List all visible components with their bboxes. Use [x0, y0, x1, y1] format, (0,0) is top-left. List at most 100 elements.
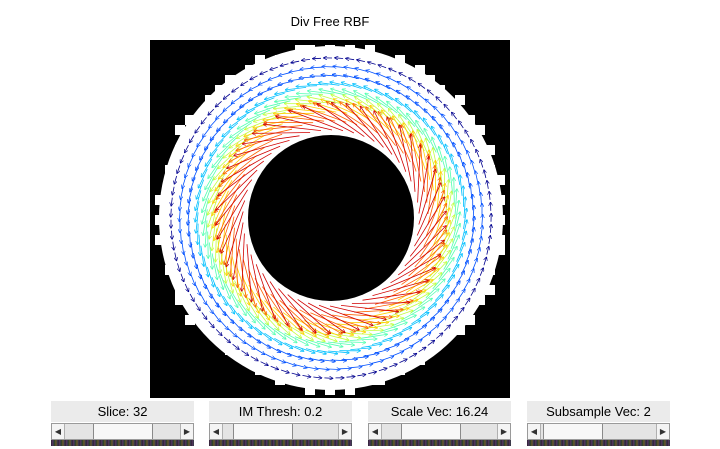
vector-arrow	[245, 320, 261, 335]
vector-arrow	[438, 227, 454, 257]
vector-arrow	[287, 294, 331, 334]
vector-arrow	[456, 243, 465, 262]
slice-slider-right-arrow[interactable]: ▶	[180, 424, 193, 439]
mask-pixel	[275, 55, 285, 65]
vector-arrow	[453, 212, 460, 238]
vector-arrow	[246, 109, 271, 121]
vector-arrow	[405, 269, 439, 294]
vector-arrow	[317, 368, 328, 369]
vector-arrow	[195, 125, 201, 133]
vector-arrow	[231, 96, 242, 104]
vector-arrow	[253, 133, 311, 134]
vector-arrow	[248, 269, 267, 314]
vector-arrow	[249, 84, 260, 90]
vector-arrow	[241, 350, 249, 356]
vector-arrow	[203, 127, 211, 137]
vector-arrow	[470, 289, 475, 296]
vector-arrow	[173, 241, 174, 250]
vector-arrow	[463, 279, 470, 290]
vector-arrow	[220, 320, 229, 330]
vector-arrow	[426, 99, 434, 108]
scale-vec-slider[interactable]: ◀ ▶	[368, 423, 511, 440]
scale-vec-slider-right-arrow[interactable]: ▶	[497, 424, 510, 439]
vector-arrow	[389, 69, 397, 73]
subsample-vec-slider-thumb[interactable]	[543, 424, 603, 439]
mask-pixel	[255, 55, 265, 65]
vector-arrow	[416, 183, 441, 236]
vector-arrow	[216, 130, 231, 146]
vector-arrow	[174, 175, 176, 184]
im-thresh-slider-left-arrow[interactable]: ◀	[210, 424, 223, 439]
vector-arrow	[211, 276, 220, 296]
subsample-vec-slider-right-arrow[interactable]: ▶	[656, 424, 669, 439]
vector-arrow	[349, 339, 377, 341]
vector-arrow	[344, 67, 356, 69]
vector-arrow	[203, 209, 208, 235]
vector-arrow	[260, 70, 268, 74]
vector-arrow	[209, 119, 217, 128]
vector-arrow	[198, 223, 199, 245]
mask-pixel	[415, 355, 425, 365]
vector-arrow	[454, 178, 455, 205]
vector-arrow	[289, 305, 328, 335]
mask-pixel	[175, 295, 185, 305]
vector-arrow	[231, 256, 241, 296]
subsample-vec-slider-left-arrow[interactable]: ◀	[528, 424, 541, 439]
vector-arrow	[178, 263, 180, 271]
vector-arrow	[418, 84, 426, 89]
vector-arrow	[350, 367, 361, 368]
vector-arrow	[452, 254, 463, 273]
mask-pixel	[475, 125, 485, 135]
vector-arrow	[382, 334, 403, 341]
vector-arrow	[458, 289, 465, 300]
vector-arrow	[487, 181, 488, 189]
slice-slider[interactable]: ◀ ▶	[51, 423, 194, 440]
vector-arrow	[381, 322, 407, 332]
im-thresh-slider[interactable]: ◀ ▶	[209, 423, 352, 440]
vector-arrow	[313, 377, 321, 378]
vector-arrow	[465, 130, 470, 138]
vector-arrow	[197, 136, 204, 147]
vector-arrow	[300, 68, 312, 69]
vector-arrow	[372, 339, 392, 345]
mask-pixel	[455, 95, 465, 105]
vector-arrow	[223, 142, 257, 167]
vector-arrow	[214, 201, 227, 241]
vector-arrow	[212, 312, 220, 322]
vector-arrow	[351, 303, 410, 304]
slice-slider-thumb[interactable]	[93, 424, 153, 439]
vector-arrow	[445, 157, 451, 183]
im-thresh-slider-thumb[interactable]	[233, 424, 293, 439]
vector-arrow	[419, 304, 436, 318]
vector-arrow	[289, 70, 301, 72]
vector-arrow	[237, 312, 252, 329]
vector-arrow	[478, 182, 480, 194]
vector-arrow	[360, 106, 393, 155]
mask-pixel	[305, 385, 315, 395]
scale-vec-slider-left-arrow[interactable]: ◀	[369, 424, 382, 439]
vector-arrow	[463, 209, 467, 230]
vector-arrow	[208, 320, 214, 327]
slider-artifact-strip	[527, 440, 670, 446]
scale-vec-slider-thumb[interactable]	[401, 424, 461, 439]
vector-arrow	[227, 145, 281, 168]
vector-arrow	[346, 104, 384, 148]
slice-slider-left-arrow[interactable]: ◀	[52, 424, 65, 439]
im-thresh-slider-right-arrow[interactable]: ▶	[338, 424, 351, 439]
mask-pixel	[415, 65, 425, 75]
vector-arrow	[232, 86, 239, 92]
vector-arrow	[246, 244, 252, 301]
vector-arrow	[236, 335, 246, 343]
mask-pixel	[375, 375, 385, 385]
vector-arrow	[254, 278, 278, 321]
vector-arrow	[414, 230, 447, 268]
subsample-vec-slider[interactable]: ◀ ▶	[527, 423, 670, 440]
vector-arrow	[242, 233, 245, 292]
vector-arrow	[447, 235, 459, 260]
vector-arrow	[308, 84, 329, 85]
vector-arrow	[375, 89, 393, 101]
mask-pixel	[185, 115, 195, 125]
mask-pixel	[175, 145, 185, 155]
vector-arrow	[456, 132, 462, 142]
vector-arrow	[215, 263, 224, 290]
